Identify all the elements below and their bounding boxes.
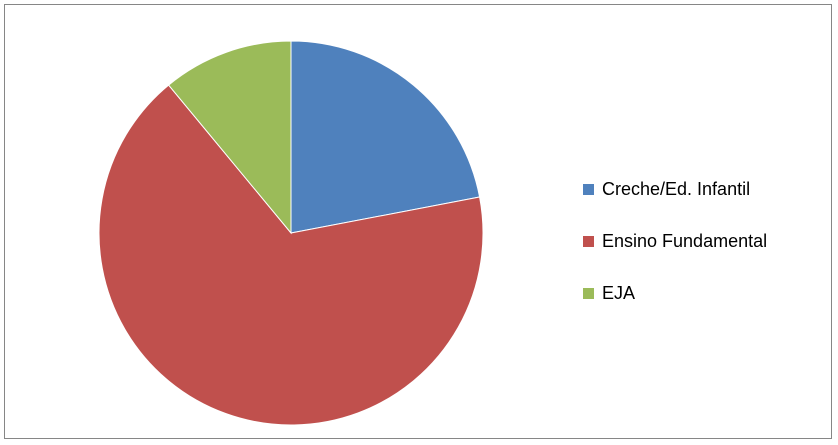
pie-chart [98,40,484,426]
legend-item-creche: Creche/Ed. Infantil [583,174,767,204]
legend-label-eja: EJA [602,282,636,303]
legend-item-ensino-fundamental: Ensino Fundamental [583,226,767,256]
pie-slice-ensino-fundamental [98,84,484,426]
pie-slice-creche [290,40,481,234]
legend-swatch-eja [583,287,594,299]
pie-slice-eja [167,40,292,235]
chart-frame: Creche/Ed. Infantil Ensino Fundamental E… [4,4,832,439]
legend-item-eja: EJA [583,278,767,308]
legend-label-ensino-fundamental: Ensino Fundamental [602,230,768,251]
legend: Creche/Ed. Infantil Ensino Fundamental E… [583,174,767,330]
legend-swatch-creche [583,183,594,195]
pie-slices [98,40,484,426]
legend-swatch-ensino-fundamental [583,235,594,247]
legend-label-creche: Creche/Ed. Infantil [602,178,751,199]
